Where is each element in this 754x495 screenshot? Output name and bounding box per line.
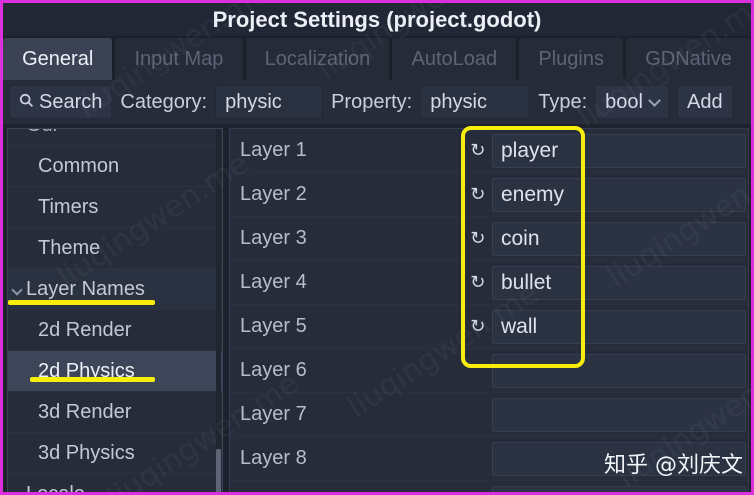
property-input-value: physic (430, 90, 487, 113)
layer-name-value: coin (501, 226, 540, 250)
property-value-cell: ↺ (464, 393, 748, 436)
property-value-cell: ↺ player (464, 129, 748, 172)
property-row-layer-5: Layer 5 ↺ wall (230, 305, 748, 349)
property-input[interactable]: physic (420, 85, 531, 119)
property-value-cell: ↺ (464, 437, 748, 480)
property-row-layer-1: Layer 1 ↺ player (230, 129, 748, 173)
property-toolbar: Search Category: physic Property: physic… (3, 80, 751, 124)
sidebar-item-label: 3d Physics (38, 441, 135, 464)
layer-name-input[interactable]: player (492, 133, 746, 168)
property-row-layer-6: Layer 6 ↺ (230, 349, 748, 393)
tab-gdnative[interactable]: GDNative (626, 38, 751, 80)
chevron-down-icon (648, 93, 661, 107)
add-button-label: Add (686, 90, 723, 113)
tree-scrollbar-grabber[interactable] (216, 449, 221, 492)
sidebar-item-2d-physics[interactable]: 2d Physics (8, 351, 222, 392)
category-input-value: physic (225, 90, 282, 113)
sidebar-item-locale[interactable]: Locale (8, 474, 222, 494)
revert-icon[interactable]: ↺ (470, 272, 486, 292)
layer-name-value: wall (501, 314, 538, 338)
property-label: Layer 4 (240, 271, 307, 293)
sidebar-item-label: 3d Render (38, 400, 132, 423)
sidebar-item-2d-render[interactable]: 2d Render (8, 310, 222, 351)
add-button[interactable]: Add (676, 85, 733, 119)
revert-icon[interactable]: ↺ (470, 140, 486, 160)
sidebar-item-gui[interactable]: Gui (8, 129, 222, 146)
property-value-cell: ↺ wall (464, 305, 748, 348)
tree-scrollbar-track[interactable] (216, 129, 221, 492)
tab-input-map[interactable]: Input Map (115, 38, 243, 80)
sidebar-item-label: Layer Names (26, 277, 145, 300)
property-value-cell: ↺ enemy (464, 173, 748, 216)
search-button-label: Search (39, 90, 103, 113)
property-row-layer-3: Layer 3 ↺ coin (230, 217, 748, 261)
revert-icon[interactable]: ↺ (470, 316, 486, 336)
property-value-cell: ↺ (464, 349, 748, 392)
sidebar-item-label: 2d Render (38, 318, 132, 341)
sidebar-item-theme[interactable]: Theme (8, 228, 222, 269)
property-label: Layer 6 (240, 359, 307, 381)
type-dropdown[interactable]: bool (595, 85, 669, 119)
property-label: Layer 8 (240, 447, 307, 469)
property-row-clipped (230, 481, 748, 492)
sidebar-item-label: Timers (38, 195, 99, 218)
sidebar-item-layer-names[interactable]: Layer Names (8, 269, 222, 310)
property-value-cell: ↺ coin (464, 217, 748, 260)
layer-name-value: player (501, 138, 559, 162)
layer-name-input[interactable]: wall (492, 309, 746, 344)
category-label: Category: (120, 90, 208, 113)
sidebar-item-label: Gui (26, 129, 57, 137)
collapse-arrow-icon[interactable] (11, 284, 23, 296)
layer-name-input[interactable]: enemy (492, 177, 746, 212)
sidebar-item-3d-render[interactable]: 3d Render (8, 392, 222, 433)
layer-name-input[interactable] (492, 441, 746, 476)
revert-icon[interactable]: ↺ (470, 228, 486, 248)
sidebar-item-label: Theme (38, 236, 101, 259)
tab-general[interactable]: General (3, 38, 113, 80)
tab-autoload[interactable]: AutoLoad (392, 38, 517, 80)
layer-name-input[interactable] (492, 353, 746, 388)
sidebar-item-label: 2d Physics (38, 359, 135, 382)
property-label: Layer 7 (240, 403, 307, 425)
window-title: Project Settings (project.godot) (212, 6, 542, 32)
property-value-cell: ↺ bullet (464, 261, 748, 304)
sidebar-item-label: Locale (26, 482, 85, 494)
layer-name-input[interactable] (492, 485, 746, 492)
property-row-layer-4: Layer 4 ↺ bullet (230, 261, 748, 305)
type-dropdown-value: bool (605, 90, 643, 113)
category-tree: Gui Common Timers Theme Layer Names 2d R… (7, 128, 223, 494)
property-row-layer-7: Layer 7 ↺ (230, 393, 748, 437)
properties-panel: Layer 1 ↺ player Layer 2 ↺ enemy (229, 128, 749, 492)
property-row-layer-8: Layer 8 ↺ (230, 437, 748, 481)
tab-bar: General Input Map Localization AutoLoad … (3, 36, 751, 80)
type-label: Type: (538, 90, 588, 113)
property-value-cell (464, 481, 748, 492)
property-label: Property: (331, 90, 413, 113)
sidebar-item-timers[interactable]: Timers (8, 187, 222, 228)
sidebar-item-3d-physics[interactable]: 3d Physics (8, 433, 222, 474)
sidebar-item-common[interactable]: Common (8, 146, 222, 187)
titlebar: Project Settings (project.godot) (3, 3, 751, 36)
layer-name-value: enemy (501, 182, 565, 206)
layer-name-input[interactable]: coin (492, 221, 746, 256)
search-icon (19, 91, 34, 114)
property-label: Layer 5 (240, 315, 307, 337)
tab-plugins[interactable]: Plugins (519, 38, 624, 80)
content-area: Gui Common Timers Theme Layer Names 2d R… (3, 124, 751, 494)
property-label: Layer 2 (240, 183, 307, 205)
sidebar-item-label: Common (38, 154, 120, 177)
property-row-layer-2: Layer 2 ↺ enemy (230, 173, 748, 217)
property-label: Layer 3 (240, 227, 307, 249)
layer-name-input[interactable] (492, 397, 746, 432)
layer-name-value: bullet (501, 270, 552, 294)
revert-icon[interactable]: ↺ (470, 184, 486, 204)
layer-name-input[interactable]: bullet (492, 265, 746, 300)
property-label: Layer 1 (240, 139, 307, 161)
tab-localization[interactable]: Localization (245, 38, 390, 80)
search-button[interactable]: Search (9, 85, 113, 119)
category-input[interactable]: physic (215, 85, 324, 119)
